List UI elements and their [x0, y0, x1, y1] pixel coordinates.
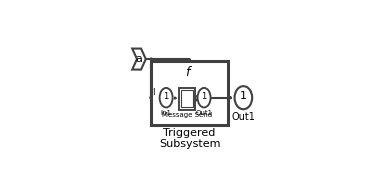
- Text: In1: In1: [161, 110, 171, 116]
- Text: 1: 1: [163, 92, 169, 101]
- Text: Out1: Out1: [231, 112, 255, 122]
- FancyBboxPatch shape: [181, 90, 192, 107]
- Ellipse shape: [235, 86, 252, 109]
- Text: Out1: Out1: [195, 110, 213, 116]
- Text: Message Send: Message Send: [162, 112, 212, 118]
- Ellipse shape: [160, 88, 173, 107]
- Text: I: I: [152, 89, 155, 98]
- FancyBboxPatch shape: [179, 87, 195, 110]
- Text: 1: 1: [202, 92, 207, 101]
- FancyBboxPatch shape: [151, 61, 228, 125]
- Text: a: a: [135, 54, 142, 64]
- Text: Triggered
Subsystem: Triggered Subsystem: [159, 127, 220, 149]
- Polygon shape: [132, 49, 146, 70]
- Text: 1: 1: [240, 91, 247, 101]
- Text: $\mathit{f}$: $\mathit{f}$: [186, 65, 194, 79]
- Circle shape: [150, 58, 152, 60]
- Ellipse shape: [198, 88, 211, 107]
